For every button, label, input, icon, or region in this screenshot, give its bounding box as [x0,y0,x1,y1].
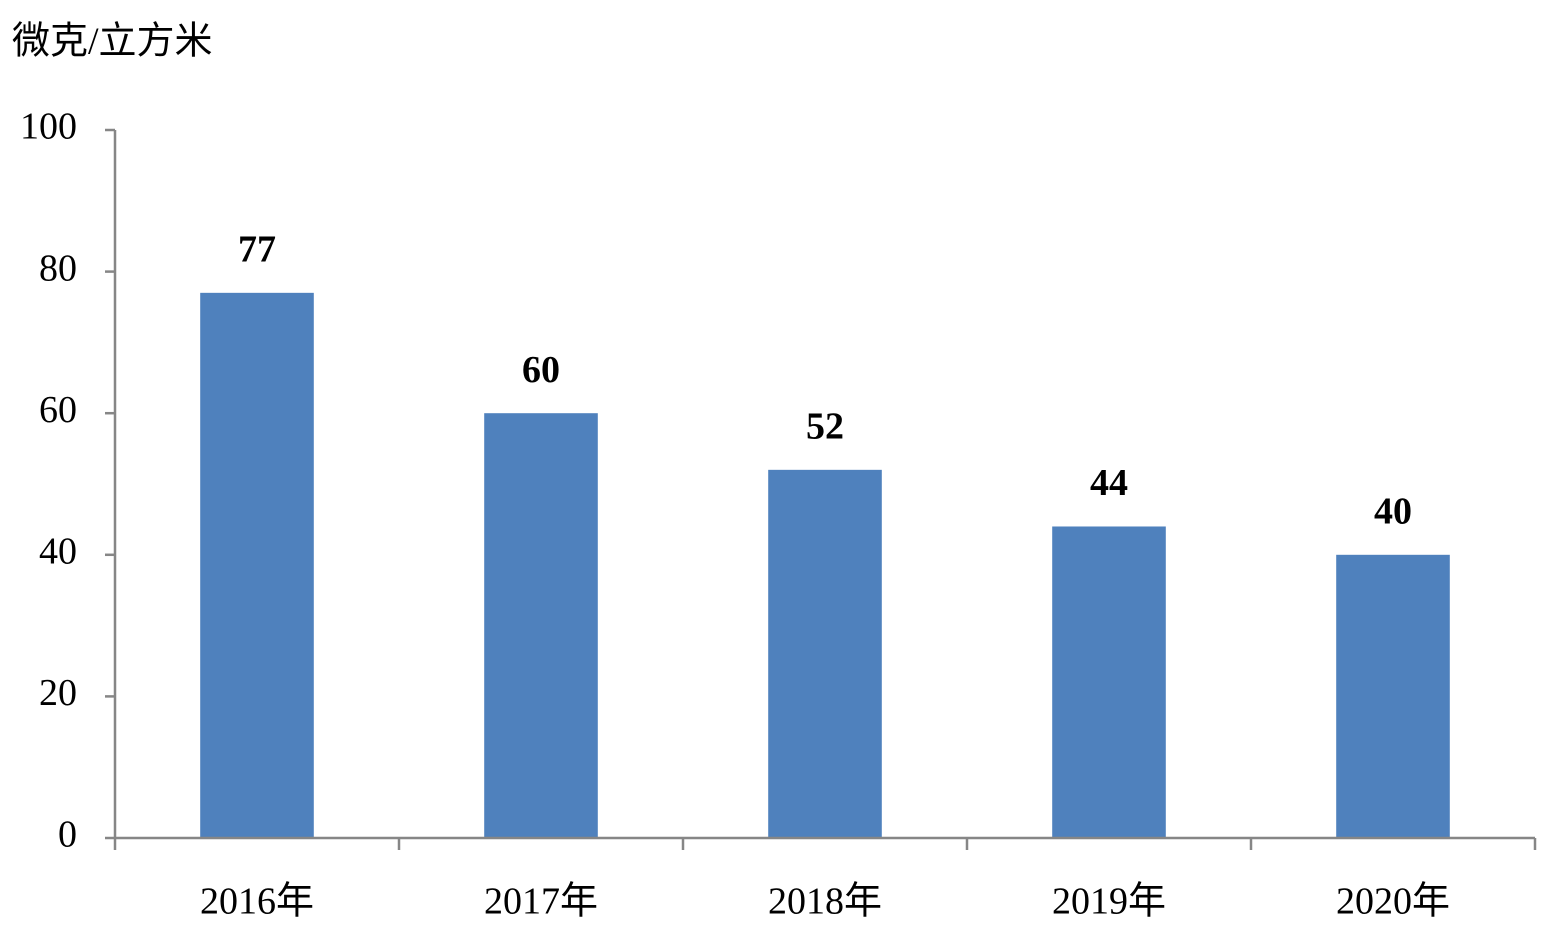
y-tick-label: 20 [39,672,77,714]
y-tick-label: 0 [58,814,77,856]
x-tick-label: 2019年 [1052,881,1166,923]
bar [484,413,598,838]
y-tick-label: 100 [20,106,77,148]
bar [768,469,882,838]
bar [200,292,314,839]
x-tick-label: 2016年 [200,881,314,923]
data-label: 60 [522,349,560,391]
data-label: 77 [238,229,276,271]
x-tick-label: 2017年 [484,881,598,923]
y-axis-label: 微克/立方米 [12,21,213,63]
bar [1052,526,1166,838]
x-tick-label: 2018年 [768,881,882,923]
data-label: 40 [1374,491,1412,533]
data-label: 52 [806,406,844,448]
x-tick-label: 2020年 [1336,881,1450,923]
bar [1336,554,1450,838]
y-tick-label: 40 [39,531,77,573]
y-tick-label: 80 [39,247,77,289]
y-tick-label: 60 [39,389,77,431]
data-label: 44 [1090,462,1128,504]
